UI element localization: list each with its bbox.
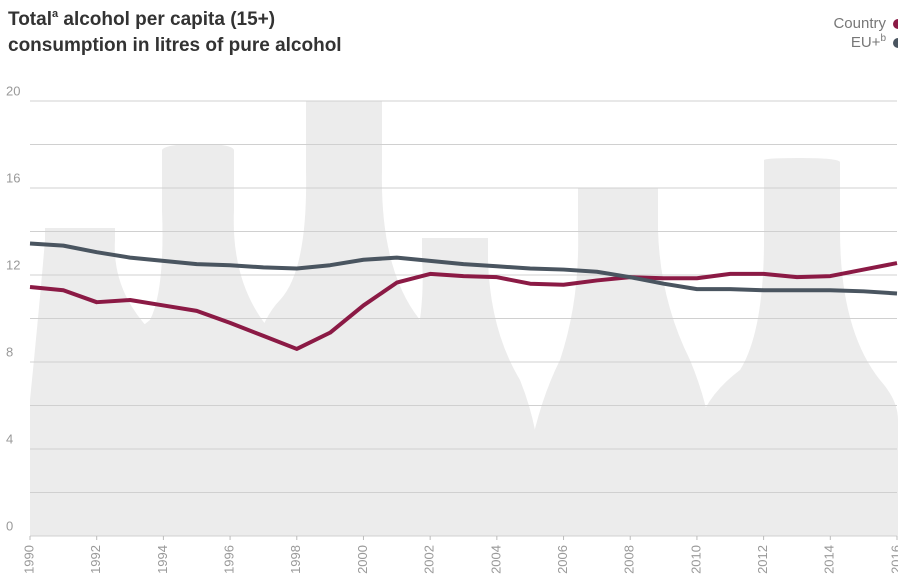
y-tick-label: 4 [6, 431, 13, 446]
y-tick-label: 0 [6, 518, 13, 533]
y-tick-label: 8 [6, 344, 13, 359]
x-tick-label: 2014 [822, 545, 837, 574]
y-tick-label: 16 [6, 170, 20, 185]
title-text: Total [8, 9, 52, 30]
legend-swatch [893, 38, 898, 48]
title-rest: alcohol per capita (15+) [58, 9, 275, 30]
x-tick-label: 1994 [155, 545, 170, 574]
legend-label: EU+b [851, 33, 887, 51]
legend-note: b [880, 33, 886, 44]
legend-name: EU+ [851, 34, 881, 51]
x-tick-label: 1998 [288, 545, 303, 574]
x-tick-label: 1990 [21, 545, 36, 574]
x-tick-label: 2004 [488, 545, 503, 574]
chart-subtitle: consumption in litres of pure alcohol [8, 35, 342, 56]
legend-name: Country [833, 15, 886, 32]
x-tick-label: 2016 [888, 545, 898, 574]
y-tick-label: 12 [6, 257, 20, 272]
y-tick-label: 20 [6, 83, 20, 98]
x-tick-label: 1996 [222, 545, 237, 574]
x-tick-label: 1992 [88, 545, 103, 574]
x-tick-label: 2012 [755, 545, 770, 574]
legend-label: Country [833, 15, 886, 32]
x-tick-label: 2008 [622, 545, 637, 574]
x-tick-label: 2010 [688, 545, 703, 574]
legend-swatch [893, 19, 898, 29]
x-tick-label: 2000 [355, 545, 370, 574]
chart: 0 4 8 12 16 20 1990 1992 1994 1996 1998 2000 2002 200… [0, 0, 898, 574]
x-tick-label: 2002 [422, 545, 437, 574]
x-tick-label: 2006 [555, 545, 570, 574]
chart-title: Totala alcohol per capita (15+) [8, 8, 275, 30]
